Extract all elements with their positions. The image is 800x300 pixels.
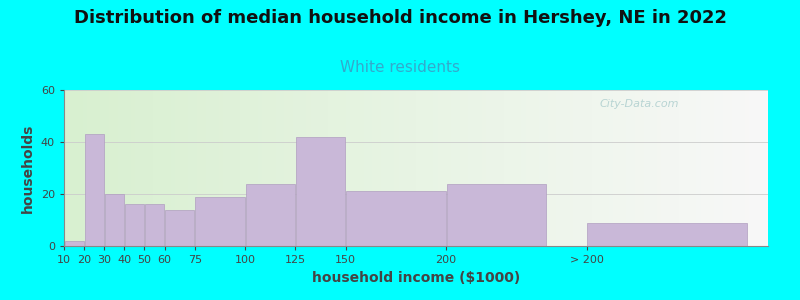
Bar [65, 241, 84, 246]
Bar [85, 134, 104, 246]
Bar [346, 191, 446, 246]
Bar [195, 196, 245, 246]
Y-axis label: households: households [22, 123, 35, 213]
Bar [446, 184, 546, 246]
Text: Distribution of median household income in Hershey, NE in 2022: Distribution of median household income … [74, 9, 726, 27]
Bar [246, 184, 295, 246]
Bar [587, 223, 747, 246]
Bar [165, 210, 194, 246]
Bar [145, 204, 164, 246]
X-axis label: household income ($1000): household income ($1000) [312, 271, 520, 285]
Bar [296, 137, 345, 246]
Text: White residents: White residents [340, 60, 460, 75]
Bar [125, 204, 144, 246]
Bar [105, 194, 124, 246]
Text: City-Data.com: City-Data.com [599, 99, 678, 110]
